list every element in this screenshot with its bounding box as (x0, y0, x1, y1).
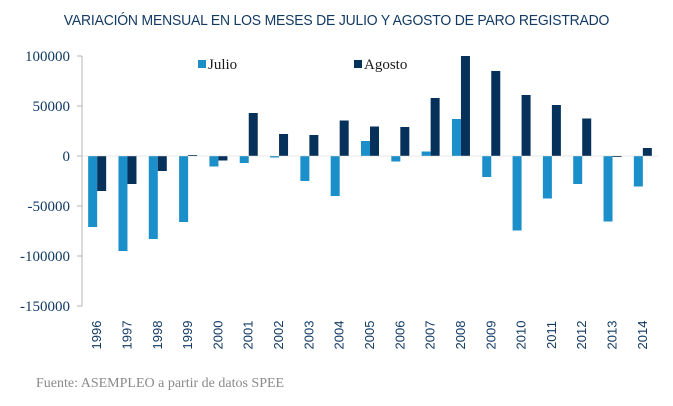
bar-julio-1998 (148, 156, 158, 239)
y-tick-label: 0 (63, 149, 71, 165)
bar-julio-2004 (330, 156, 340, 196)
bar-agosto-2006 (400, 127, 410, 156)
chart-title: VARIACIÓN MENSUAL EN LOS MESES DE JULIO … (63, 12, 610, 29)
legend-label-julio: Julio (208, 57, 237, 73)
x-tick-label: 2011 (544, 321, 559, 349)
x-tick-label: 1998 (150, 321, 165, 350)
bar-agosto-1998 (157, 156, 167, 171)
bar-julio-2010 (512, 156, 522, 231)
bar-agosto-1996 (97, 156, 107, 191)
source-note: Fuente: ASEMPLEO a partir de datos SPEE (36, 376, 285, 391)
bar-julio-2000 (209, 156, 219, 167)
bar-agosto-2003 (309, 135, 319, 156)
bar-agosto-2004 (339, 120, 349, 156)
x-tick-label: 2005 (362, 321, 377, 350)
bar-agosto-2014 (642, 148, 652, 156)
legend-swatch-julio (198, 60, 206, 68)
y-tick-label: 100000 (25, 49, 70, 65)
y-tick-label: -150000 (20, 299, 70, 315)
bar-agosto-2012 (582, 118, 592, 156)
bar-julio-2011 (542, 156, 552, 199)
x-tick-label: 2010 (514, 321, 529, 350)
y-tick-label: -50000 (28, 199, 71, 215)
bar-agosto-2010 (521, 95, 531, 156)
bar-agosto-2000 (218, 156, 228, 161)
x-tick-label: 2012 (574, 321, 589, 350)
bar-julio-2009 (482, 156, 492, 177)
bar-agosto-2005 (370, 126, 379, 156)
y-axis: 100000 50000 0 -50000 -100000 -150000 (20, 49, 83, 315)
x-tick-label: 2004 (332, 321, 347, 350)
bar-julio-2014 (633, 156, 643, 187)
x-tick-label: 2014 (635, 321, 650, 350)
legend-swatch-agosto (354, 60, 362, 68)
bar-julio-2008 (451, 119, 461, 156)
x-tick-label: 1997 (119, 321, 134, 350)
bar-agosto-2001 (248, 113, 258, 156)
x-tick-label: 2008 (453, 321, 468, 350)
bar-julio-2012 (573, 156, 583, 184)
x-tick-label: 2000 (210, 321, 225, 350)
bar-agosto-2009 (491, 71, 501, 156)
bar-julio-2006 (391, 156, 401, 162)
y-tick-label: 50000 (33, 99, 71, 115)
bar-julio-2002 (270, 156, 280, 158)
legend: Julio Agosto (198, 57, 407, 73)
bar-julio-1997 (118, 156, 128, 251)
bar-agosto-2002 (279, 134, 289, 156)
x-tick-label: 1999 (180, 321, 195, 350)
bar-julio-2013 (603, 156, 613, 222)
bar-julio-2007 (421, 151, 431, 156)
legend-label-agosto: Agosto (364, 57, 407, 73)
x-tick-label: 2006 (392, 321, 407, 350)
bar-agosto-1997 (127, 156, 137, 184)
x-tick-label: 2003 (301, 321, 316, 350)
bar-agosto-1999 (188, 155, 198, 156)
bar-julio-2001 (239, 156, 249, 163)
x-tick-label: 1996 (89, 321, 104, 350)
bar-julio-1999 (179, 156, 189, 222)
bars (82, 56, 658, 251)
bar-julio-1996 (88, 156, 98, 227)
bar-agosto-2013 (612, 156, 622, 157)
bar-agosto-2011 (551, 105, 561, 156)
bar-agosto-2008 (460, 56, 470, 156)
bar-julio-2003 (300, 156, 310, 181)
x-tick-label: 2007 (423, 321, 438, 350)
bar-agosto-2007 (430, 98, 440, 156)
x-tick-label: 2009 (483, 321, 498, 350)
x-axis: 1996 1997 1998 1999 2000 2001 2002 2003 2004 2005… (89, 321, 650, 350)
x-tick-label: 2013 (605, 321, 620, 350)
y-tick-label: -100000 (20, 249, 70, 265)
x-tick-label: 2002 (271, 321, 286, 350)
x-tick-label: 2001 (241, 321, 256, 350)
bar-julio-2005 (361, 141, 370, 156)
